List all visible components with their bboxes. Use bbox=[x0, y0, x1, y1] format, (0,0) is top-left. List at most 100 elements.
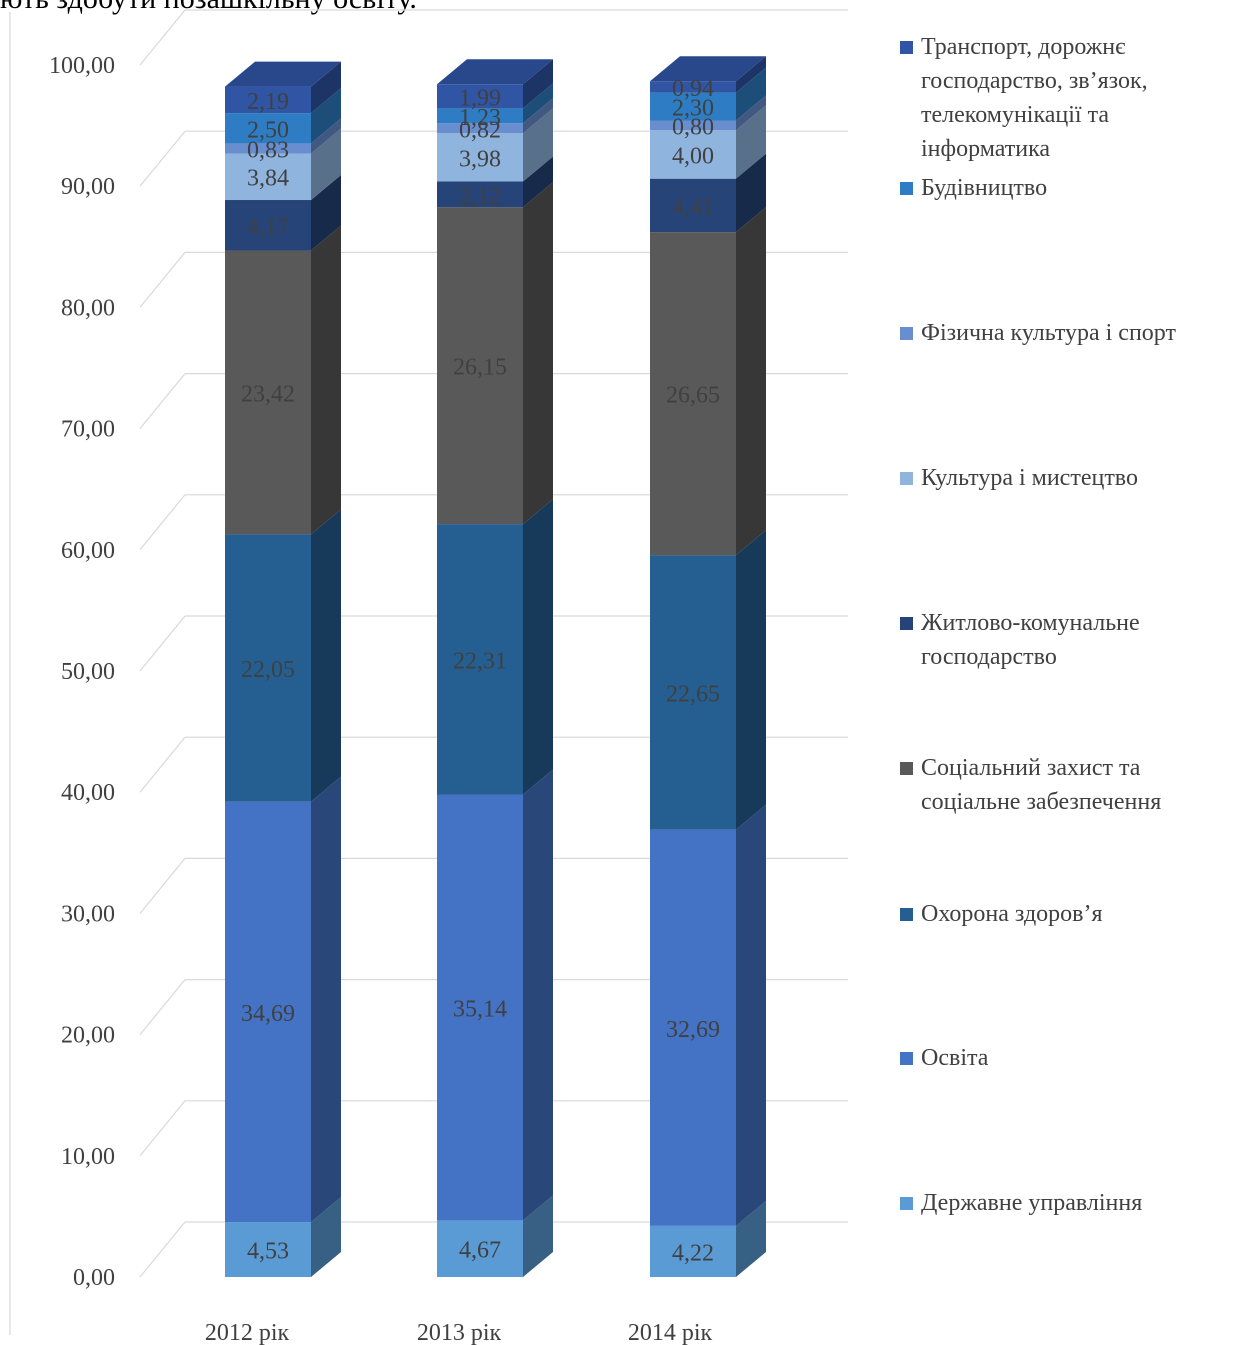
data-label: 4,67 bbox=[459, 1238, 501, 1264]
bar-segment bbox=[225, 88, 341, 144]
legend-label: Будівництво bbox=[921, 175, 1048, 201]
bar-segment bbox=[650, 1200, 766, 1277]
chart-legend: Транспорт, дорожнє господарство, зв’язок… bbox=[900, 0, 1242, 1345]
stacked-3d-column-chart: 0,00 10,00 20,00 30,00 40,00 50,00 60,00 70,00 8… bbox=[9, 9, 848, 1345]
bar-segment bbox=[225, 118, 341, 154]
bar-segment bbox=[650, 95, 766, 131]
legend-item: Культура і мистецтво bbox=[900, 461, 1138, 495]
legend-swatch bbox=[900, 472, 913, 485]
data-label: 22,05 bbox=[241, 657, 295, 683]
bar-segment bbox=[437, 59, 553, 109]
bar-segment bbox=[437, 1195, 553, 1277]
y-tick-label: 90,00 bbox=[61, 174, 115, 200]
legend-label: Державне управління bbox=[921, 1190, 1143, 1216]
data-label: 4,41 bbox=[672, 194, 714, 220]
legend-label: Освіта bbox=[921, 1045, 989, 1071]
page-text-fragment: ють здобути позашкільну освіту. bbox=[0, 0, 417, 16]
bar-segment bbox=[437, 83, 553, 124]
bar-segment bbox=[225, 175, 341, 251]
legend-label: Культура і мистецтво bbox=[921, 465, 1138, 491]
y-tick-label: 70,00 bbox=[61, 417, 115, 443]
data-label: 2,30 bbox=[672, 96, 714, 122]
legend-swatch bbox=[900, 41, 913, 54]
data-label: 0,80 bbox=[672, 114, 714, 140]
data-label: 26,15 bbox=[453, 355, 507, 381]
legend-label: Транспорт, дорожнє господарство, зв’язок… bbox=[921, 34, 1148, 162]
bar-segment bbox=[225, 61, 341, 114]
bar-segment bbox=[225, 225, 341, 535]
bar-segment bbox=[437, 499, 553, 795]
legend-item: Житлово-комунальне господарство bbox=[900, 606, 1140, 674]
y-tick-label: 0,00 bbox=[73, 1265, 115, 1291]
data-label: 23,42 bbox=[241, 381, 295, 407]
bar-segment bbox=[650, 105, 766, 179]
y-tick-label: 30,00 bbox=[61, 901, 115, 927]
legend-item: Будівництво bbox=[900, 171, 1047, 205]
x-category-label: 2012 рік bbox=[205, 1320, 290, 1345]
data-label: 1,99 bbox=[459, 85, 501, 111]
legend-swatch bbox=[900, 1197, 913, 1210]
data-label: 0,94 bbox=[672, 76, 714, 102]
legend-swatch bbox=[900, 327, 913, 340]
bar-segment bbox=[437, 182, 553, 525]
bar-segment bbox=[225, 1197, 341, 1277]
bar-segment bbox=[650, 67, 766, 121]
data-label: 4,22 bbox=[672, 1240, 714, 1266]
gridline bbox=[139, 9, 848, 66]
bar-stack bbox=[225, 61, 341, 1277]
data-label: 4,00 bbox=[672, 143, 714, 169]
legend-item: Охорона здоров’я bbox=[900, 897, 1103, 931]
data-label: 34,69 bbox=[241, 1001, 295, 1027]
legend-label: Соціальний захист та соціальне забезпече… bbox=[921, 755, 1162, 815]
data-label: 22,31 bbox=[453, 648, 507, 674]
legend-swatch bbox=[900, 617, 913, 630]
bar-segment bbox=[225, 776, 341, 1223]
bar-segment bbox=[437, 108, 553, 182]
data-label: 3,84 bbox=[247, 166, 289, 192]
legend-item: Транспорт, дорожнє господарство, зв’язок… bbox=[900, 30, 1148, 166]
data-label: 32,69 bbox=[666, 1017, 720, 1043]
x-category-label: 2014 рік bbox=[628, 1320, 713, 1345]
legend-item: Освіта bbox=[900, 1041, 988, 1075]
data-label: 3,98 bbox=[459, 146, 501, 172]
bar-segment bbox=[225, 509, 341, 802]
data-label: 4,53 bbox=[247, 1239, 289, 1265]
bar-segment bbox=[225, 128, 341, 201]
y-tick-label: 100,00 bbox=[49, 53, 115, 79]
data-label: 2,12 bbox=[459, 183, 501, 209]
bar-segment bbox=[437, 98, 553, 134]
legend-item: Державне управління bbox=[900, 1186, 1142, 1220]
legend-swatch bbox=[900, 762, 913, 775]
data-label: 2,19 bbox=[247, 89, 289, 115]
legend-swatch bbox=[900, 908, 913, 921]
y-tick-label: 40,00 bbox=[61, 780, 115, 806]
y-tick-label: 80,00 bbox=[61, 295, 115, 321]
bar-stack bbox=[650, 56, 766, 1277]
legend-label: Житлово-комунальне господарство bbox=[921, 610, 1140, 670]
data-label: 2,50 bbox=[247, 117, 289, 143]
y-tick-label: 60,00 bbox=[61, 538, 115, 564]
y-tick-label: 20,00 bbox=[61, 1023, 115, 1049]
bar-segment bbox=[650, 530, 766, 830]
data-label: 1,23 bbox=[459, 105, 501, 131]
bar-segment bbox=[437, 769, 553, 1221]
bar-segment bbox=[437, 156, 553, 208]
bar-stack bbox=[437, 59, 553, 1277]
legend-label: Фізична культура і спорт bbox=[921, 320, 1176, 346]
x-category-label: 2013 рік bbox=[417, 1320, 502, 1345]
data-label: 4,17 bbox=[247, 214, 289, 240]
y-tick-label: 10,00 bbox=[61, 1144, 115, 1170]
data-label: 22,65 bbox=[666, 681, 720, 707]
y-tick-label: 50,00 bbox=[61, 659, 115, 685]
bar-segment bbox=[650, 207, 766, 556]
legend-swatch bbox=[900, 1052, 913, 1065]
data-label: 26,65 bbox=[666, 383, 720, 409]
data-label: 0,82 bbox=[459, 117, 501, 143]
data-label: 35,14 bbox=[453, 996, 507, 1022]
legend-item: Соціальний захист та соціальне забезпече… bbox=[900, 751, 1161, 819]
legend-swatch bbox=[900, 182, 913, 195]
legend-label: Охорона здоров’я bbox=[921, 901, 1103, 927]
bar-segment bbox=[650, 56, 766, 93]
bar-segment bbox=[650, 804, 766, 1226]
bar-segment bbox=[650, 153, 766, 233]
